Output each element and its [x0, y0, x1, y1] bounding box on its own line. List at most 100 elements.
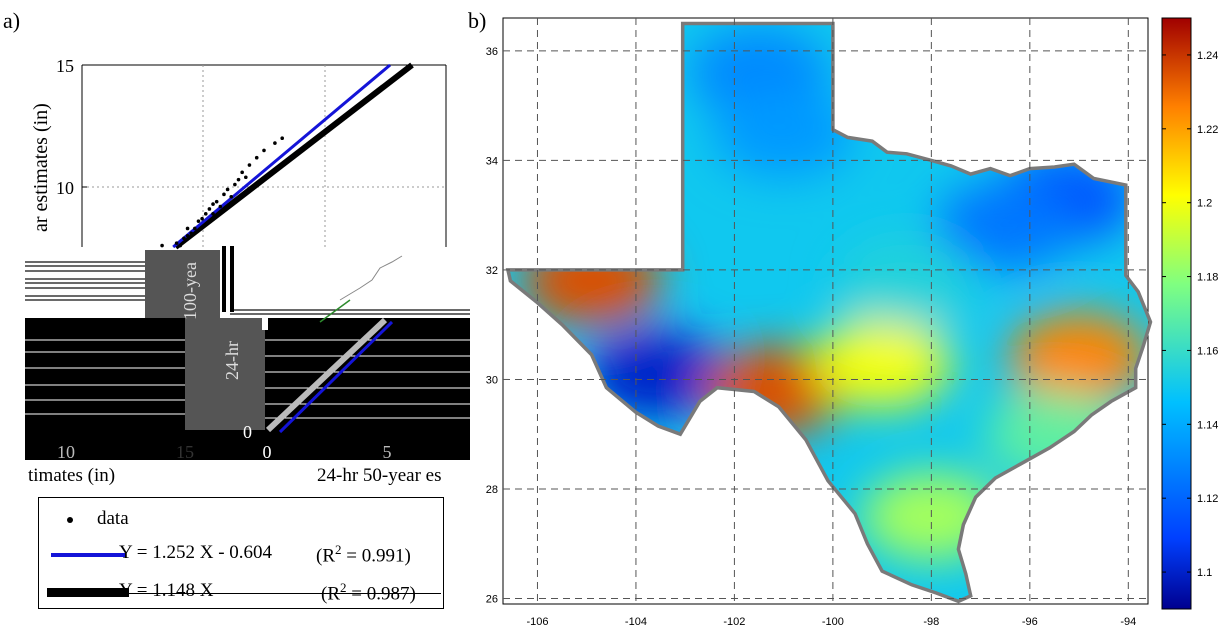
legend-label-data: data [97, 508, 129, 529]
colorbar-ticks: 1.24 1.22 1.2 1.18 1.16 1.14 1.12 1.1 [1162, 50, 1218, 579]
fit-line-blue [172, 63, 392, 249]
blue-line-icon [51, 553, 125, 557]
data-point [185, 226, 190, 231]
inset-scribble [339, 255, 403, 301]
colorbar-tick-label: 1.2 [1197, 198, 1212, 210]
data-point [202, 224, 206, 228]
inset-blue-fit [278, 320, 394, 434]
map-ticks: -106 -104 -102 -100 -98 -96 -94 26 28 30 32 34 36 [486, 46, 1137, 628]
fit-lines-a [172, 62, 414, 250]
colorbar-tick-label: 1.16 [1197, 345, 1218, 357]
heat-region [812, 318, 953, 409]
map-gridlines [503, 18, 1148, 604]
glitch-hlines-top [25, 261, 470, 315]
heat-region [935, 181, 1076, 272]
data-point [178, 243, 183, 248]
x-axis-label-left-fragment: timates (in) [28, 465, 115, 486]
corrupted-text-24hr: 24-hr [222, 341, 242, 380]
heat-region [1009, 312, 1150, 403]
glitch-block-left-top [25, 250, 145, 310]
data-point [185, 234, 190, 238]
heat-region [836, 235, 977, 326]
glitch-black-block [25, 318, 185, 430]
data-point [247, 163, 252, 167]
data-point [222, 192, 226, 197]
inset-ytick-0: 0 [243, 422, 252, 442]
glitch-tick-10: 10 [57, 442, 75, 462]
map-xtick: -104 [625, 616, 647, 628]
texas-outline [505, 21, 1153, 604]
data-point [196, 219, 201, 223]
ytick-15: 15 [56, 56, 74, 76]
fit-line-black [173, 62, 414, 250]
data-point [229, 194, 234, 199]
colorbar: 1.24 1.22 1.2 1.18 1.16 1.14 1.12 1.1 [1161, 17, 1218, 610]
data-point [193, 226, 197, 231]
corrupted-region: 100-yea 24-hr 10 15 0 5 0 [25, 246, 470, 462]
map-ytick: 36 [486, 46, 498, 58]
legend-r2-blue: (R2 = 0.991) [316, 542, 411, 567]
data-point [236, 177, 241, 182]
glitch-tick-0: 0 [263, 442, 272, 462]
data-point [244, 175, 248, 180]
glitch-white-lines [25, 339, 185, 415]
colorbar-tick-label: 1.22 [1197, 124, 1218, 136]
inset-gray-fit [265, 317, 388, 433]
heat-region [585, 328, 726, 419]
map-xtick: -106 [526, 616, 548, 628]
colorbar-ramp [1161, 17, 1192, 610]
data-point [218, 204, 223, 209]
panel-a-label: a) [3, 8, 21, 33]
texas-heatmap: -106 -104 -102 -100 -98 -96 -94 26 28 30 32 34 36 [486, 17, 1153, 628]
map-xtick: -94 [1120, 616, 1136, 628]
x-axis-label-right-fragment: 24-hr 50-year es [317, 465, 442, 486]
glitch-tick-15: 15 [176, 442, 194, 462]
data-point [280, 136, 285, 140]
map-ytick: 26 [486, 594, 498, 606]
map-xtick: -98 [923, 616, 939, 628]
glitch-tick-5: 5 [383, 442, 392, 462]
data-points-a [160, 136, 285, 248]
data-point [233, 182, 237, 187]
ytick-10: 10 [56, 178, 74, 198]
colorbar-tick-label: 1.1 [1197, 567, 1212, 579]
colorbar-tick-label: 1.24 [1197, 50, 1218, 62]
legend-a: data Y = 1.252 X - 0.604 (R2 = 0.991) Y … [38, 497, 444, 609]
heat-region [713, 88, 854, 179]
data-point [273, 141, 277, 145]
data-point [254, 155, 259, 160]
panel-b-label: b) [468, 8, 487, 33]
dot-icon [67, 517, 73, 523]
map-ytick: 30 [486, 374, 498, 386]
legend-label-blue-fit: Y = 1.252 X - 0.604 [119, 542, 273, 563]
glitch-black-bar-2 [230, 246, 234, 312]
data-point [240, 170, 244, 175]
data-point [211, 212, 215, 216]
black-line-icon [47, 588, 129, 597]
map-ytick: 32 [486, 265, 498, 277]
data-point [207, 207, 212, 211]
corrupted-text-100yea: 100-yea [180, 262, 200, 320]
data-point [262, 148, 266, 153]
map-ytick: 34 [486, 155, 498, 167]
glitch-white-slot [262, 318, 268, 330]
data-point [174, 241, 179, 245]
data-point [203, 212, 208, 216]
y-axis-label: ar estimates (in) [30, 103, 52, 232]
colorbar-tick-label: 1.14 [1197, 419, 1218, 431]
glitch-gray-block-1 [145, 250, 220, 318]
colorbar-tick-label: 1.18 [1197, 272, 1218, 284]
map-xtick: -100 [822, 616, 844, 628]
map-xtick: -96 [1022, 616, 1038, 628]
inset-green-trace [319, 299, 351, 323]
legend-label-black-fit: Y = 1.148 X [119, 580, 214, 601]
data-point [160, 243, 164, 248]
glitch-black-strip-bottom [25, 430, 470, 460]
data-point [214, 199, 219, 204]
map-xtick: -102 [723, 616, 745, 628]
strike-line [129, 593, 441, 594]
data-point [189, 231, 193, 236]
colorbar-tick-label: 1.12 [1197, 493, 1218, 505]
map-ytick: 28 [486, 484, 498, 496]
